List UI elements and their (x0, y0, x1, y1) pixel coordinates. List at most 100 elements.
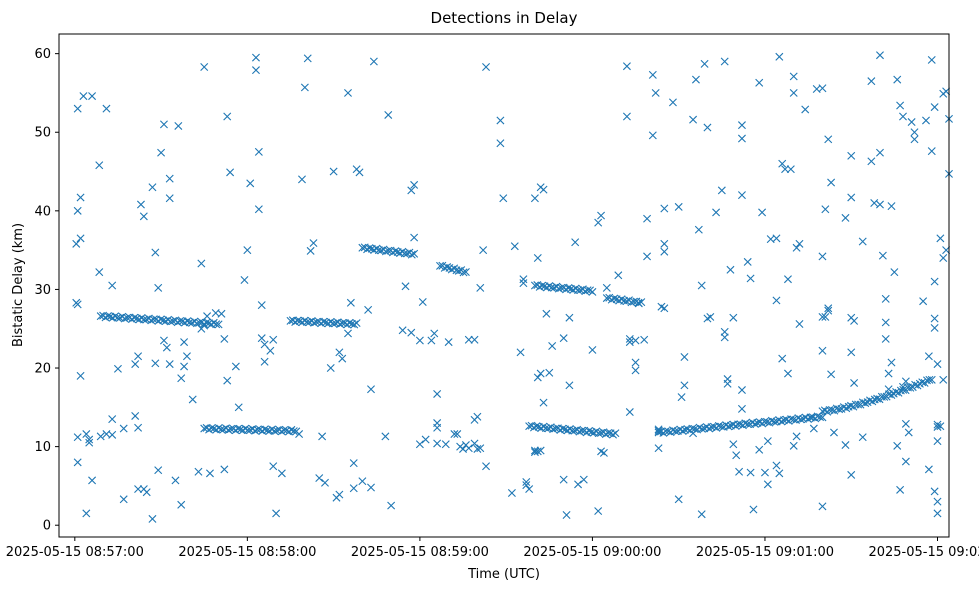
data-point (723, 379, 732, 388)
data-point (571, 238, 580, 247)
data-point (680, 381, 689, 390)
data-point (875, 148, 884, 157)
data-point (778, 354, 787, 363)
data-point (156, 315, 165, 324)
data-point (887, 358, 896, 367)
data-point (113, 364, 122, 373)
data-point (270, 426, 279, 435)
data-point (712, 208, 721, 217)
data-point (750, 419, 759, 428)
x-tick-label: 2025-05-15 09:01:00 (696, 545, 834, 560)
data-point (473, 444, 482, 453)
data-point (352, 319, 361, 328)
data-point (165, 174, 174, 183)
data-point (772, 234, 781, 243)
data-point (157, 148, 166, 157)
data-point (533, 254, 542, 262)
data-point (260, 425, 269, 434)
data-point (925, 375, 934, 384)
data-point (705, 424, 714, 433)
data-point (927, 375, 936, 384)
data-point (309, 239, 318, 248)
data-point (151, 248, 160, 257)
data-point (200, 321, 209, 330)
data-point (171, 476, 180, 485)
data-point (901, 377, 910, 386)
data-point (818, 413, 827, 422)
data-point (358, 243, 367, 252)
data-point (231, 362, 240, 371)
data-point (516, 348, 525, 357)
data-point (185, 318, 194, 327)
data-point (207, 424, 216, 433)
data-point (669, 426, 678, 435)
data-point (924, 352, 933, 361)
data-point (530, 194, 539, 203)
data-point (319, 317, 328, 326)
data-point (496, 116, 505, 125)
data-point (677, 393, 686, 402)
data-point (162, 343, 171, 352)
data-point (631, 358, 640, 367)
data-point (749, 505, 758, 514)
data-point (533, 373, 542, 382)
data-point (142, 315, 151, 324)
data-point (358, 477, 367, 486)
data-point (151, 359, 160, 368)
data-point (861, 399, 870, 408)
data-point (300, 316, 309, 325)
data-point (680, 353, 689, 362)
data-point (85, 435, 94, 444)
data-point (631, 366, 640, 375)
data-point (558, 424, 567, 433)
data-point (384, 110, 393, 119)
data-point (436, 261, 445, 270)
data-point (602, 294, 611, 303)
data-point (226, 168, 235, 177)
data-point (289, 427, 298, 436)
data-point (349, 459, 358, 468)
data-point (525, 485, 534, 494)
data-point (729, 313, 738, 322)
data-point (303, 54, 312, 63)
data-point (660, 239, 669, 248)
data-point (224, 425, 233, 434)
data-point (476, 283, 485, 292)
data-point (165, 360, 174, 369)
data-point (734, 420, 743, 429)
data-point (821, 205, 830, 214)
data-point (547, 283, 556, 292)
data-point (209, 318, 218, 327)
data-point (594, 507, 603, 516)
data-point (717, 186, 726, 195)
data-point (464, 444, 473, 453)
data-point (583, 286, 592, 295)
data-point (737, 191, 746, 200)
data-point (818, 312, 827, 321)
data-point (870, 198, 879, 207)
data-point (637, 298, 646, 307)
data-point (581, 287, 590, 296)
data-point (272, 509, 281, 518)
data-point (783, 275, 792, 284)
data-point (85, 438, 94, 447)
data-point (541, 424, 550, 433)
data-point (557, 283, 566, 292)
y-tick-label: 30 (34, 283, 51, 298)
data-point (726, 265, 735, 274)
data-point (697, 424, 706, 433)
data-point (775, 469, 784, 478)
data-point (867, 157, 876, 166)
data-point (220, 334, 229, 343)
x-axis-label: Time (UTC) (467, 567, 540, 582)
data-point (453, 430, 462, 439)
data-point (847, 348, 856, 357)
data-point (381, 432, 390, 441)
data-point (548, 342, 557, 351)
data-point (407, 250, 416, 259)
data-point (643, 252, 652, 261)
data-point (625, 408, 634, 417)
data-point (203, 312, 212, 321)
data-point (901, 457, 910, 466)
data-point (136, 200, 145, 209)
